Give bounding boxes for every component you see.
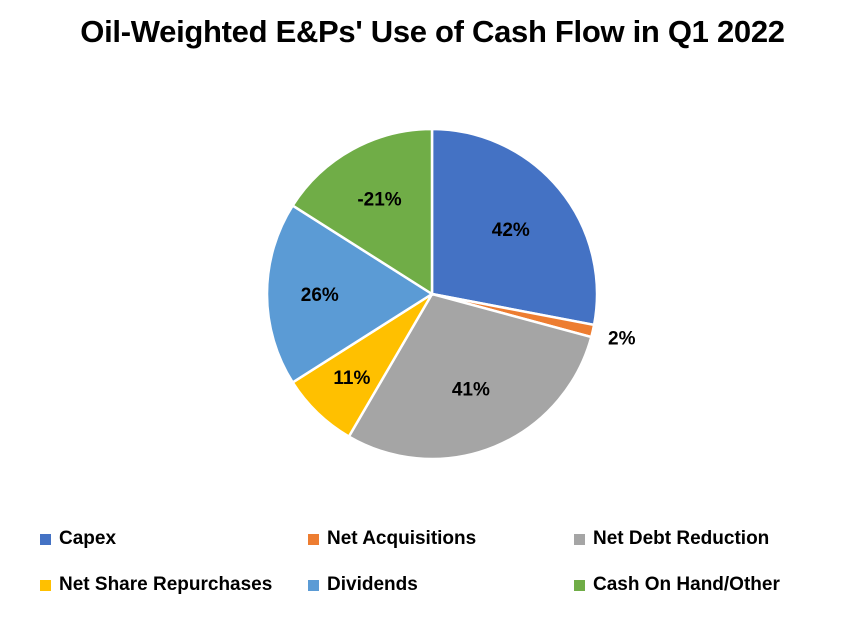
legend-swatch-capex [40, 533, 51, 545]
chart-title: Oil-Weighted E&Ps' Use of Cash Flow in Q… [80, 14, 785, 49]
data-label-cash-on-hand-other: -21% [357, 190, 401, 211]
pie-slice-net-debt-reduction [347, 292, 593, 461]
legend-item-dividends: Dividends [308, 574, 418, 596]
legend-row-2: Net Share Repurchases Dividends Cash On … [0, 574, 865, 604]
legend-item-net-share-repurchases: Net Share Repurchases [40, 574, 272, 596]
legend-swatch-dividends [308, 579, 319, 591]
legend-label-net-share-repurchases: Net Share Repurchases [59, 574, 273, 595]
legend-label-dividends: Dividends [327, 574, 418, 595]
data-label-net-acquisitions: 2% [608, 329, 636, 350]
pie-slice-cash-on-hand-other [290, 127, 434, 297]
legend-swatch-net-share-repurchases [40, 579, 51, 591]
legend-label-cash-on-hand-other: Cash On Hand/Other [593, 574, 780, 595]
pie-slice-dividends [265, 203, 435, 385]
legend-label-net-acquisitions: Net Acquisitions [327, 528, 477, 549]
legend-swatch-net-debt-reduction [574, 533, 585, 545]
legend-item-capex: Capex [40, 528, 116, 550]
legend-label-net-debt-reduction: Net Debt Reduction [593, 528, 770, 549]
legend-item-net-acquisitions: Net Acquisitions [308, 528, 476, 550]
data-label-net-share-repurchases: 11% [333, 368, 370, 389]
data-label-capex: 42% [492, 220, 530, 241]
pie-chart: 42% 2% 41% 11% 26% -21% [265, 127, 636, 461]
legend-item-net-debt-reduction: Net Debt Reduction [574, 528, 769, 550]
legend-row-1: Capex Net Acquisitions Net Debt Reductio… [0, 528, 865, 558]
data-label-dividends: 26% [301, 285, 339, 306]
legend-item-cash-on-hand-other: Cash On Hand/Other [574, 574, 780, 596]
data-label-net-debt-reduction: 41% [452, 380, 490, 401]
legend-swatch-cash-on-hand-other [574, 579, 585, 591]
legend-label-capex: Capex [59, 528, 117, 549]
legend-swatch-net-acquisitions [308, 533, 319, 545]
pie-slice-capex [430, 127, 599, 327]
